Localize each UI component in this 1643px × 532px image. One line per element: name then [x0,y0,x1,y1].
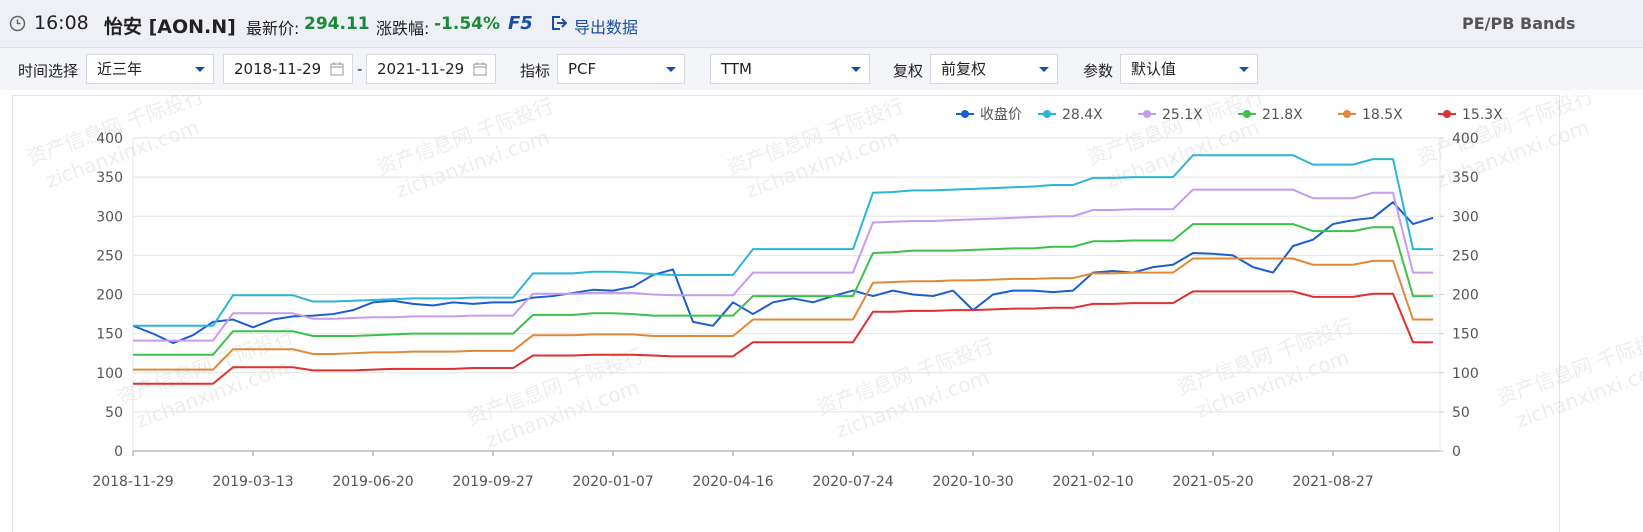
x-tick-label: 2018-11-29 [92,474,173,490]
change: -1.54% [434,14,501,34]
page-title: PE/PB Bands [1462,14,1576,33]
x-tick-label: 2021-05-20 [1172,474,1253,490]
legend-marker [961,110,969,118]
indicator-value: PCF [568,60,597,78]
date-separator: - [357,60,363,78]
start-date-input[interactable]: 2018-11-29 [223,54,353,84]
y2-tick-label: 150 [1452,327,1479,343]
security-name: 怡安 [AON.N] [104,16,236,38]
start-date: 2018-11-29 [234,60,322,78]
y-tick-label: 400 [96,131,123,147]
time-value: 近三年 [97,60,143,78]
y2-tick-label: 50 [1452,405,1470,421]
chart-panel [12,95,1560,532]
series-line [133,223,1433,356]
legend-label: 25.1X [1162,107,1203,123]
time-label: 时间选择 [18,62,79,80]
y-tick-label: 100 [96,366,123,382]
series-line [133,188,1433,342]
param-label: 参数 [1083,62,1114,80]
legend-label: 15.3X [1462,107,1503,123]
y-tick-label: 200 [96,288,123,304]
adjust-label: 复权 [893,62,924,80]
y2-tick-label: 200 [1452,288,1479,304]
legend-label: 21.8X [1262,107,1303,123]
y-tick-label: 0 [114,444,123,460]
clock-icon [9,15,26,32]
time-select[interactable]: 近三年 [86,54,214,84]
change-label: 涨跌幅: [376,19,430,38]
price-label: 最新价: [246,19,300,38]
x-tick-label: 2021-08-27 [1292,474,1373,490]
x-tick-label: 2020-04-16 [692,474,773,490]
series-line [132,201,1434,345]
refresh-button[interactable]: F5 [508,13,533,34]
legend-marker [1443,110,1451,118]
y-tick-label: 50 [105,405,123,421]
x-tick-label: 2019-03-13 [212,474,293,490]
y2-tick-label: 400 [1452,131,1479,147]
end-date: 2021-11-29 [377,60,465,78]
indicator-select[interactable]: PCF [557,54,685,84]
y2-tick-label: 350 [1452,170,1479,186]
legend-marker [1043,110,1051,118]
y2-tick-label: 100 [1452,366,1479,382]
legend-marker [1343,110,1351,118]
legend-label: 28.4X [1062,107,1103,123]
adjust-value: 前复权 [941,60,987,78]
series-line [133,290,1433,385]
x-tick-label: 2020-07-24 [812,474,893,490]
y-tick-label: 150 [96,327,123,343]
y-tick-label: 350 [96,170,123,186]
param-select[interactable]: 默认值 [1120,54,1258,84]
x-tick-label: 2019-06-20 [332,474,413,490]
period-value: TTM [721,60,753,78]
x-tick-label: 2020-10-30 [932,474,1013,490]
y-tick-label: 300 [96,209,123,225]
legend-marker [1243,110,1251,118]
y2-tick-label: 0 [1452,444,1461,460]
legend-label: 18.5X [1362,107,1403,123]
period-select[interactable]: TTM [710,54,870,84]
x-tick-label: 2020-01-07 [572,474,653,490]
series-line [133,154,1433,327]
export-icon [552,16,567,30]
x-tick-label: 2021-02-10 [1052,474,1133,490]
y-tick-label: 250 [96,248,123,264]
time: 16:08 [34,12,89,34]
x-tick-label: 2019-09-27 [452,474,533,490]
export-button[interactable]: 导出数据 [574,18,639,37]
y2-tick-label: 250 [1452,248,1479,264]
series-line [133,257,1433,371]
y2-tick-label: 300 [1452,209,1479,225]
price: 294.11 [304,14,370,34]
indicator-label: 指标 [520,62,551,80]
legend-marker [1143,110,1151,118]
legend-label: 收盘价 [980,106,1022,123]
header: 16:08 怡安 [AON.N] 最新价: 294.11 涨跌幅: -1.54%… [0,0,1643,48]
adjust-select[interactable]: 前复权 [930,54,1058,84]
param-value: 默认值 [1131,60,1177,78]
end-date-input[interactable]: 2021-11-29 [366,54,496,84]
